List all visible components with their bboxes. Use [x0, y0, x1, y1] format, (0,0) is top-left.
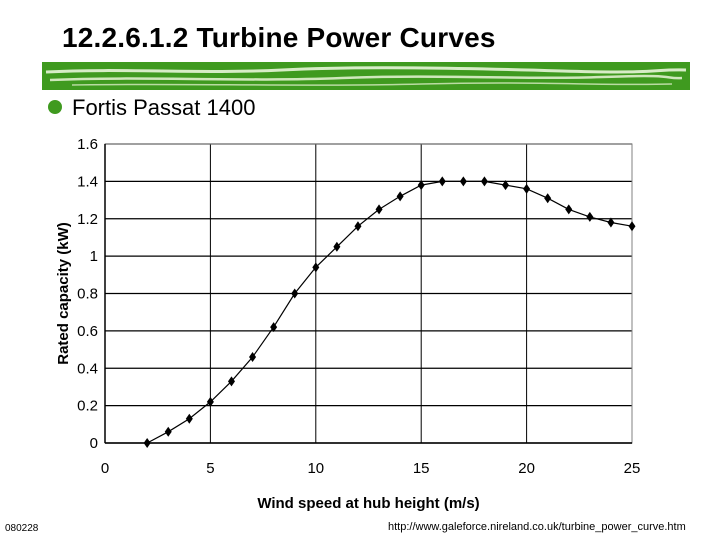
x-tick-label: 0 — [101, 460, 109, 477]
series-layer — [143, 176, 636, 448]
x-tick-label: 25 — [624, 460, 641, 477]
data-point — [312, 262, 320, 273]
data-point — [607, 217, 615, 228]
y-axis-label: Rated capacity (kW) — [55, 222, 72, 365]
footer-slide-id: 080228 — [5, 523, 39, 534]
x-tick-label: 5 — [206, 460, 214, 477]
data-point — [164, 426, 172, 437]
data-point — [544, 193, 552, 204]
data-point — [354, 221, 362, 232]
y-tick-label: 0.4 — [77, 360, 98, 377]
source-url: http://www.galeforce.nireland.co.uk/turb… — [388, 521, 686, 533]
y-tick-label: 0.6 — [77, 323, 98, 340]
data-point — [523, 183, 531, 194]
bullet-dot-icon — [48, 100, 62, 115]
x-tick-label: 20 — [518, 460, 535, 477]
y-tick-label: 1 — [90, 248, 98, 265]
y-tick-label: 1.6 — [77, 136, 98, 153]
data-point — [438, 176, 446, 187]
data-point — [375, 204, 383, 215]
data-point — [417, 180, 425, 191]
data-point — [206, 396, 214, 407]
y-tick-label: 1.2 — [77, 211, 98, 228]
data-point — [480, 176, 488, 187]
bullet-item: Fortis Passat 1400 — [48, 95, 255, 121]
data-point — [586, 211, 594, 222]
series-line — [146, 180, 633, 444]
bullet-text: Fortis Passat 1400 — [72, 95, 256, 120]
x-axis-label: Wind speed at hub height (m/s) — [257, 495, 479, 512]
x-tick-label: 15 — [413, 460, 430, 477]
data-point — [291, 288, 299, 299]
data-point — [270, 322, 278, 333]
data-point — [143, 438, 151, 448]
data-point — [459, 176, 467, 187]
data-point — [502, 180, 510, 191]
data-point — [227, 376, 235, 387]
tick-labels: 0 0.2 0.4 0.6 0.8 1 1.2 1.4 1.6 0 5 10 15 20 25 — [77, 136, 640, 477]
y-tick-label: 1.4 — [77, 173, 98, 190]
data-point — [333, 241, 341, 252]
title-underline-bar — [42, 62, 690, 90]
x-tick-label: 10 — [307, 460, 324, 477]
data-point — [628, 221, 636, 232]
data-point — [185, 413, 193, 424]
y-tick-label: 0 — [90, 435, 98, 452]
y-tick-label: 0.2 — [77, 398, 98, 415]
grid-layer — [104, 143, 633, 444]
y-tick-label: 0.8 — [77, 286, 98, 303]
axis-layer — [104, 144, 632, 444]
data-point — [565, 204, 573, 215]
slide-title: 12.2.6.1.2 Turbine Power Curves — [62, 22, 496, 53]
data-point — [396, 191, 404, 202]
data-point — [249, 352, 257, 363]
